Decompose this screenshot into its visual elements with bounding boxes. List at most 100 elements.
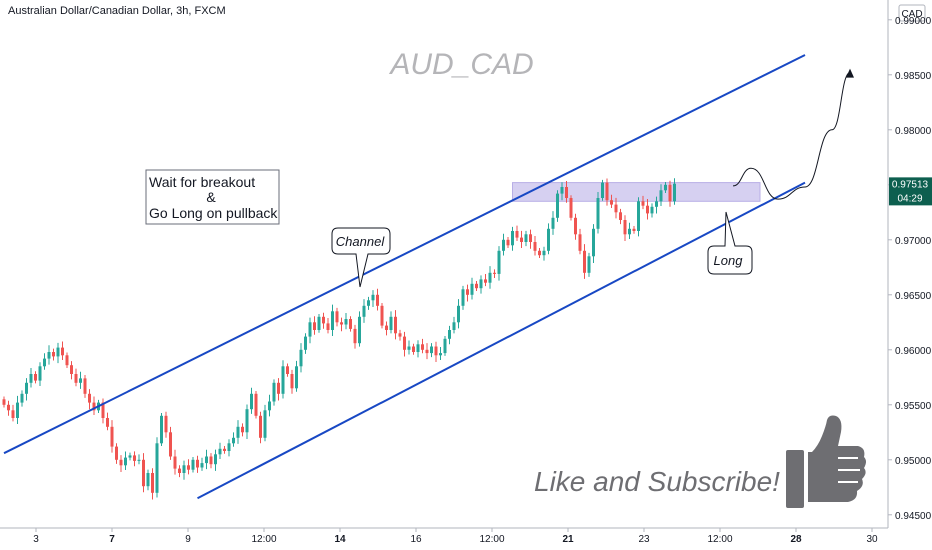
candle-body[interactable]: [403, 336, 406, 350]
candle-body[interactable]: [65, 355, 69, 366]
candle-body[interactable]: [650, 206, 654, 214]
candle-body[interactable]: [457, 305, 460, 323]
candle-body[interactable]: [619, 212, 622, 220]
candle-body[interactable]: [614, 204, 618, 213]
candle-body[interactable]: [277, 382, 280, 394]
candle-body[interactable]: [56, 347, 60, 357]
projection-path[interactable]: [732, 72, 851, 200]
candle-body[interactable]: [286, 366, 289, 374]
candle-body[interactable]: [466, 289, 469, 295]
candle-body[interactable]: [524, 234, 528, 242]
channel-callout[interactable]: Channel: [331, 227, 391, 288]
candle-body[interactable]: [655, 201, 658, 207]
candle-body[interactable]: [259, 415, 262, 438]
candle-body[interactable]: [565, 187, 568, 198]
candle-body[interactable]: [538, 250, 541, 256]
candle-body[interactable]: [16, 402, 19, 418]
candle-body[interactable]: [362, 305, 366, 317]
candle-body[interactable]: [488, 272, 492, 283]
candle-body[interactable]: [439, 353, 442, 356]
candle-body[interactable]: [340, 322, 343, 325]
candle-body[interactable]: [529, 234, 532, 242]
candle-body[interactable]: [254, 393, 258, 416]
candle-body[interactable]: [263, 410, 267, 438]
candle-body[interactable]: [241, 426, 244, 433]
candle-body[interactable]: [412, 346, 415, 353]
candle-body[interactable]: [506, 239, 510, 246]
candle-body[interactable]: [470, 283, 474, 295]
candle-body[interactable]: [70, 365, 73, 374]
candle-body[interactable]: [430, 346, 433, 354]
candle-body[interactable]: [232, 437, 235, 444]
candle-body[interactable]: [214, 454, 217, 465]
candle-body[interactable]: [592, 228, 595, 257]
candle-body[interactable]: [628, 228, 631, 235]
candle-body[interactable]: [178, 468, 181, 473]
candle-body[interactable]: [623, 220, 627, 235]
long-callout[interactable]: Long: [707, 211, 753, 275]
candle-body[interactable]: [92, 402, 96, 411]
candle-body[interactable]: [376, 294, 379, 306]
candle-body[interactable]: [394, 316, 397, 334]
candle-body[interactable]: [245, 409, 249, 433]
candle-body[interactable]: [169, 432, 172, 457]
candle-body[interactable]: [2, 399, 6, 405]
candle-body[interactable]: [551, 217, 555, 229]
candle-body[interactable]: [146, 473, 150, 487]
candle-body[interactable]: [574, 217, 577, 235]
candle-body[interactable]: [385, 325, 388, 330]
candle-body[interactable]: [335, 311, 339, 323]
candle-body[interactable]: [272, 382, 276, 402]
candle-body[interactable]: [7, 404, 10, 411]
candle-body[interactable]: [133, 455, 136, 461]
candle-body[interactable]: [578, 234, 582, 251]
candle-body[interactable]: [547, 228, 550, 251]
candle-body[interactable]: [196, 459, 199, 468]
candle-body[interactable]: [367, 300, 370, 306]
wait-box[interactable]: Wait for breakout & Go Long on pullback: [145, 169, 280, 225]
candle-body[interactable]: [353, 328, 357, 344]
candle-body[interactable]: [101, 402, 105, 418]
candle-body[interactable]: [475, 283, 478, 289]
candle-body[interactable]: [34, 374, 37, 381]
candle-body[interactable]: [502, 239, 505, 251]
candle-body[interactable]: [596, 198, 600, 229]
candle-body[interactable]: [52, 352, 55, 357]
candle-body[interactable]: [434, 346, 438, 356]
candle-body[interactable]: [164, 415, 168, 433]
candle-body[interactable]: [313, 322, 316, 330]
candle-body[interactable]: [389, 316, 393, 330]
candle-body[interactable]: [515, 231, 519, 238]
candle-body[interactable]: [380, 305, 384, 326]
candle-body[interactable]: [569, 198, 573, 218]
candle-body[interactable]: [299, 349, 303, 367]
candle-body[interactable]: [209, 456, 213, 465]
candle-body[interactable]: [583, 250, 586, 273]
candle-body[interactable]: [407, 346, 411, 350]
candle-body[interactable]: [587, 256, 591, 273]
candle-body[interactable]: [646, 205, 649, 214]
candle-body[interactable]: [200, 463, 204, 468]
candle-body[interactable]: [461, 289, 465, 306]
candle-body[interactable]: [38, 366, 42, 381]
candle-body[interactable]: [632, 228, 636, 231]
candle-body[interactable]: [151, 473, 154, 493]
candle-body[interactable]: [110, 426, 114, 447]
candle-body[interactable]: [43, 358, 46, 367]
candle-body[interactable]: [29, 374, 33, 383]
candle-body[interactable]: [344, 319, 348, 325]
candle-body[interactable]: [119, 459, 123, 466]
candle-body[interactable]: [331, 311, 334, 330]
channel-lower-line[interactable]: [197, 181, 806, 500]
candle-body[interactable]: [47, 352, 51, 359]
candle-body[interactable]: [173, 456, 177, 469]
price-axis[interactable]: [888, 0, 932, 550]
candle-body[interactable]: [295, 366, 298, 389]
candle-body[interactable]: [128, 455, 132, 458]
currency-badge[interactable]: CAD: [898, 4, 926, 22]
candle-body[interactable]: [326, 323, 330, 330]
candle-body[interactable]: [371, 294, 375, 301]
candle-body[interactable]: [520, 237, 523, 242]
candle-body[interactable]: [124, 457, 127, 466]
